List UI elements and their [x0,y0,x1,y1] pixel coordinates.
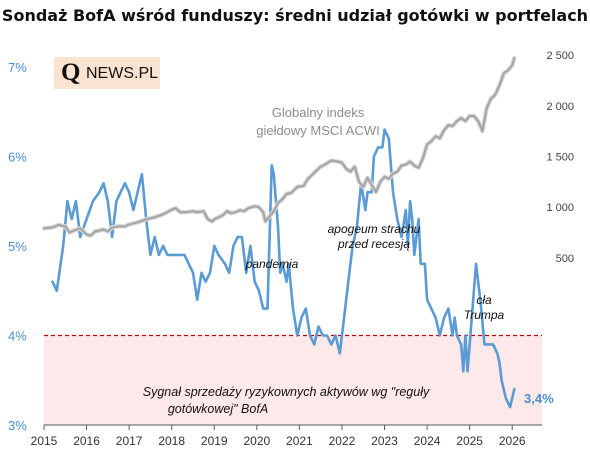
chart-title: Sondaż BofA wśród funduszy: średni udzia… [1,6,589,25]
x-tick-label: 2018 [158,434,185,448]
y-right-tick-label: 2 500 [546,50,574,62]
x-tick-label: 2015 [31,434,58,448]
y-right-tick-label: 500 [556,253,574,265]
logo-initial: Q [61,59,81,86]
annotation-signal: Sygnał sprzedaży ryzykownych aktywów wg … [143,385,430,399]
x-tick-label: 2017 [116,434,143,448]
y-right-tick-label: 1 000 [546,202,574,214]
annotation-recession: apogeum strachu [328,222,421,236]
x-tick-label: 2023 [371,434,398,448]
index-label: giełdowy MSCI ACWI [256,123,380,138]
qnews-logo: Q NEWS.PL [54,57,160,89]
x-tick-label: 2020 [243,434,270,448]
x-tick-label: 2021 [286,434,313,448]
annotation-trump: Trumpa [464,308,505,322]
x-tick-label: 2019 [201,434,228,448]
y-left-tick-label: 4% [8,328,27,343]
x-tick-label: 2016 [73,434,100,448]
index-label: Globalny indeks [272,105,365,120]
y-left-tick-label: 3% [8,418,27,433]
y-right-tick-label: 2 000 [546,101,574,113]
annotation-signal: gotówkowej" BofA [168,402,268,416]
logo-text: NEWS.PL [86,65,159,82]
signal-zone [44,335,542,425]
y-right-tick-label: 1 500 [546,152,574,164]
y-left-tick-label: 6% [8,149,27,164]
annotation-recession: przed recesją [337,237,410,251]
y-left-tick-label: 5% [8,239,27,254]
x-tick-label: 2024 [414,434,441,448]
y-left-tick-label: 7% [8,60,27,75]
x-tick-label: 2025 [456,434,483,448]
annotation-trump: cła [476,293,492,307]
cash-share-line [51,128,516,409]
x-tick-label: 2026 [499,434,526,448]
annotation-pandemia: pandemia [245,257,299,271]
msci-acwi-line [42,57,516,237]
x-tick-label: 2022 [329,434,356,448]
last-value-label: 3,4% [524,391,554,406]
